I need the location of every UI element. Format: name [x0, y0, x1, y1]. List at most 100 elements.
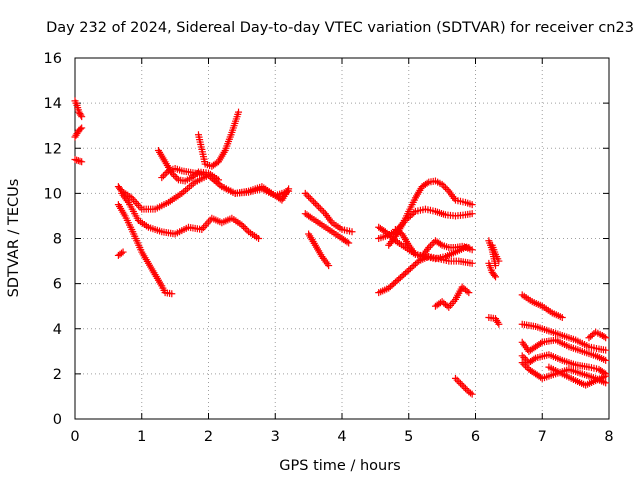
data-point: [320, 208, 328, 216]
data-point: [285, 187, 293, 195]
data-point: [169, 171, 177, 179]
y-axis-label: SDTVAR / TECUs: [6, 179, 22, 298]
data-point: [465, 289, 473, 297]
x-tick-label: 2: [204, 429, 213, 445]
data-point: [438, 180, 446, 188]
data-point: [495, 320, 503, 328]
data-point: [602, 379, 610, 387]
data-point: [388, 281, 396, 289]
data-point: [313, 201, 321, 209]
series-t3: [71, 156, 86, 166]
data-point: [238, 221, 246, 229]
series-t14: [375, 253, 476, 297]
data-point: [325, 262, 333, 270]
data-point: [522, 362, 530, 370]
x-tick-label: 4: [337, 429, 346, 445]
y-tick-label: 10: [44, 186, 62, 202]
data-point: [315, 203, 323, 211]
data-point: [168, 169, 176, 177]
y-tick-label: 6: [53, 277, 62, 293]
data-point: [602, 346, 610, 354]
data-point: [455, 378, 463, 386]
data-point: [118, 249, 126, 257]
series-t30: [545, 363, 610, 389]
series-t12: [301, 210, 353, 247]
data-point: [398, 272, 406, 280]
y-tick-label: 16: [44, 51, 62, 67]
data-point: [303, 191, 311, 199]
y-tick-label: 4: [53, 322, 62, 338]
series-t15: [375, 205, 476, 242]
data-point: [405, 266, 413, 274]
data-point: [158, 174, 166, 182]
x-tick-label: 3: [271, 429, 280, 445]
data-point: [243, 226, 251, 234]
data-point: [465, 244, 473, 252]
x-tick-label: 7: [538, 429, 547, 445]
data-point: [468, 201, 476, 209]
x-tick-label: 5: [404, 429, 413, 445]
data-point: [458, 381, 466, 389]
data-point: [395, 275, 403, 283]
data-point: [168, 290, 176, 298]
data-point: [468, 390, 476, 398]
data-point: [602, 372, 610, 380]
data-point: [306, 213, 314, 221]
series-t6: [114, 248, 127, 259]
data-point: [413, 259, 421, 267]
data-point: [440, 182, 448, 190]
data-point: [456, 379, 464, 387]
series-t23: [488, 241, 503, 265]
series-t19: [431, 283, 473, 311]
data-point: [461, 385, 469, 393]
y-tick-label: 14: [44, 96, 62, 112]
data-point: [78, 158, 86, 166]
data-point: [463, 287, 471, 295]
data-point: [408, 210, 416, 218]
data-point: [436, 240, 444, 248]
data-point: [537, 339, 545, 347]
data-point: [425, 244, 433, 252]
data-point: [490, 271, 498, 279]
data-point: [410, 262, 418, 270]
data-point: [76, 125, 84, 133]
data-point: [426, 242, 434, 250]
data-point: [443, 185, 451, 193]
data-point: [343, 238, 351, 246]
data-point: [301, 189, 309, 197]
series-t10: [194, 108, 243, 170]
x-tick-label: 1: [137, 429, 146, 445]
data-point: [495, 257, 503, 265]
data-point: [453, 376, 461, 384]
data-point: [316, 205, 324, 213]
data-point: [410, 209, 418, 217]
x-tick-label: 0: [70, 429, 79, 445]
data-point: [173, 174, 181, 182]
x-tick-label: 6: [471, 429, 480, 445]
data-point: [396, 274, 404, 282]
data-point: [386, 283, 394, 291]
data-point: [393, 277, 401, 285]
data-point: [602, 334, 610, 342]
data-point: [401, 269, 409, 277]
data-point: [171, 172, 179, 180]
series-t13: [305, 230, 333, 270]
data-point: [600, 333, 608, 341]
data-point: [159, 172, 167, 180]
data-point: [411, 260, 419, 268]
series-t18: [391, 225, 473, 261]
series-t9: [154, 147, 223, 185]
x-tick-label: 8: [604, 429, 613, 445]
data-point: [423, 179, 431, 187]
data-point: [241, 224, 249, 232]
data-point: [310, 198, 318, 206]
y-tick-label: 2: [53, 367, 62, 383]
data-point: [468, 259, 476, 267]
data-point: [381, 228, 389, 236]
data-point: [492, 273, 500, 281]
data-point: [390, 280, 398, 288]
series-t1: [71, 97, 86, 121]
